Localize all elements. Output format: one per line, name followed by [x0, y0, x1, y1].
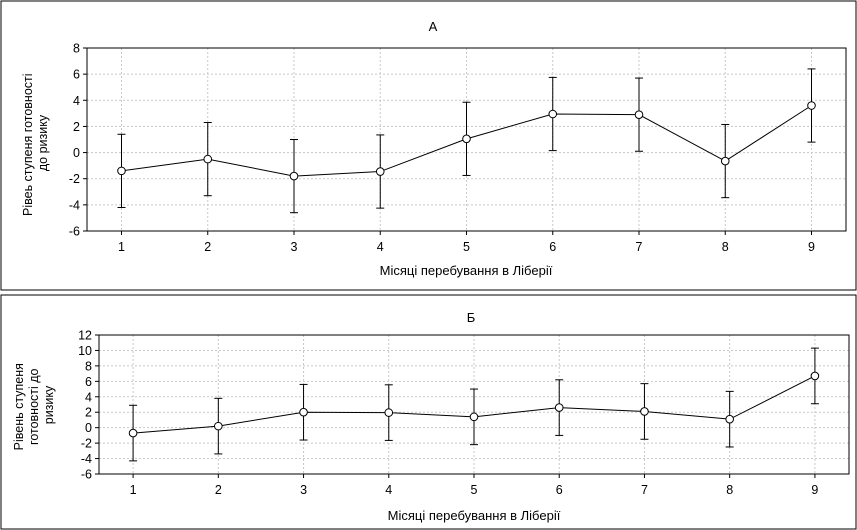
panel-b-y-tick-label: -6 — [81, 468, 92, 482]
panel-a-x-axis-label: Місяці перебування в Ліберії — [380, 263, 553, 278]
panel-a-y-tick-label: -4 — [69, 198, 80, 212]
panel-a-plot-area: -6 -4 -2 0 2 4 6 8 1 2 3 4 5 6 7 8 9 — [69, 42, 847, 254]
panel-a-x-tick-label: 7 — [636, 240, 643, 254]
panel-a-x-tick-label: 2 — [204, 240, 211, 254]
panel-b-y-tick-label: 4 — [85, 390, 92, 404]
panel-a-data-point — [462, 134, 471, 144]
panel-b-x-tick-label: 7 — [641, 483, 648, 497]
panel-b-y-tick-label: 2 — [85, 406, 92, 420]
panel-a-frame — [0, 0, 857, 291]
panel-a-y-tick-label: -6 — [69, 225, 80, 239]
chart-panel-b: Б Рівень ступеня готовності до ризику Мі… — [0, 294, 857, 530]
panel-b-y-tick-label: -4 — [81, 452, 92, 466]
panel-b-x-tick-label: 5 — [471, 483, 478, 497]
panel-b-data-point — [640, 407, 649, 416]
panel-a-data-point — [203, 154, 213, 164]
panel-a-y-tick-label: 6 — [73, 68, 80, 82]
panel-a-y-tick-label: 8 — [73, 42, 80, 56]
panel-b-data-point — [214, 421, 223, 431]
panel-b-data-point — [469, 412, 479, 422]
panel-b-x-tick-label: 1 — [130, 483, 137, 497]
panel-b-y-tick-label: 10 — [78, 344, 92, 358]
panel-a-y-axis-label-line-2: до ризику — [36, 114, 50, 171]
panel-a-data-point — [634, 110, 644, 119]
panel-b-y-axis-label-line-1: Рівень ступеня — [12, 363, 26, 450]
panel-a-x-tick-label: 8 — [722, 240, 729, 254]
panel-b-x-axis-label: Місяці перебування в Ліберії — [388, 508, 561, 523]
panel-b-y-axis-label: Рівень ступеня готовності до ризику — [12, 360, 56, 451]
panel-a-data-point — [720, 156, 730, 166]
panel-a-data-point — [807, 101, 816, 110]
panel-b-y-tick-label: 6 — [85, 375, 92, 389]
panel-b-title: Б — [467, 310, 476, 325]
panel-b-y-tick-label: 8 — [85, 359, 92, 373]
panel-b-x-tick-label: 2 — [215, 483, 222, 497]
panel-b-data-point — [810, 371, 820, 381]
panel-b-data-point — [384, 408, 394, 417]
panel-b-data-point — [554, 403, 564, 412]
chart-panel-a: А Рівеь ступеня готовності до ризику Міс… — [0, 0, 857, 291]
panel-a-y-axis-label: Рівеь ступеня готовності до ризику — [21, 70, 50, 216]
panel-a-x-tick-label: 5 — [463, 240, 470, 254]
panel-a-y-tick-label: 0 — [73, 146, 80, 160]
panel-b-data-point — [725, 414, 734, 424]
panel-b-y-tick-label: 0 — [85, 421, 92, 435]
panel-b-y-tick-label: 12 — [78, 329, 92, 343]
panel-a-x-tick-label: 4 — [377, 240, 384, 254]
panel-b-y-tick-label: -2 — [81, 437, 92, 451]
panel-a-y-tick-label: 2 — [73, 120, 80, 134]
panel-a-x-tick-label: 1 — [118, 240, 125, 254]
panel-b-y-axis-label-line-3: ризику — [42, 385, 56, 424]
panel-b-x-tick-label: 9 — [811, 483, 818, 497]
panel-a-y-axis-label-line-1: Рівеь ступеня готовності — [21, 73, 35, 216]
panel-a-y-tick-label: -2 — [69, 172, 80, 186]
panel-b-x-tick-label: 8 — [726, 483, 733, 497]
panel-b-y-axis-label-line-2: готовності до — [27, 368, 41, 445]
panel-a-data-point — [548, 109, 558, 119]
panel-b-x-tick-label: 6 — [556, 483, 563, 497]
panel-a-x-tick-label: 6 — [549, 240, 556, 254]
panel-a-y-tick-label: 4 — [73, 94, 80, 108]
panel-b-x-tick-label: 4 — [385, 483, 392, 497]
panel-a-data-point — [289, 171, 299, 181]
panel-a-data-point — [375, 167, 385, 176]
panel-a-title: А — [429, 19, 438, 34]
panel-b-data-point — [128, 428, 138, 438]
panel-a-x-tick-label: 3 — [291, 240, 298, 254]
panel-a-x-tick-label: 9 — [808, 240, 815, 254]
panel-b-data-point — [299, 407, 308, 417]
panel-b-x-tick-label: 3 — [300, 483, 307, 497]
panel-a-data-point — [117, 166, 126, 176]
